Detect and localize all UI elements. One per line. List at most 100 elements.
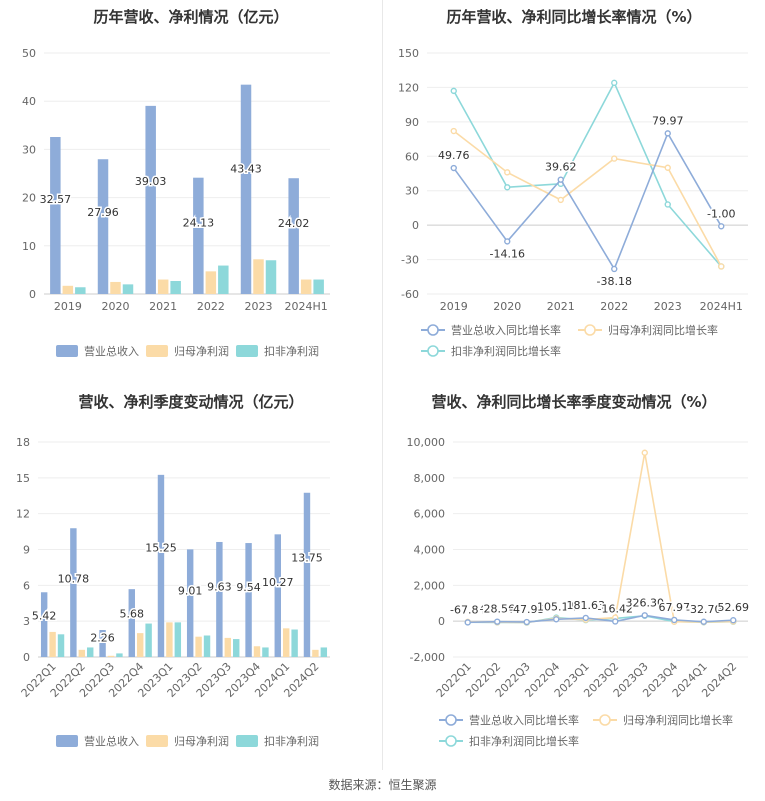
chart-title: 历年营收、净利情况（亿元） (93, 8, 289, 26)
data-label: 9.54 (236, 581, 261, 594)
series-line-0 (453, 131, 722, 271)
legend-label: 归母净利润 (174, 734, 229, 748)
point-2023-s0 (664, 130, 671, 137)
data-label: 39.62 (545, 161, 577, 174)
y-tick-label: 50 (22, 47, 36, 60)
point-2019-s0 (450, 164, 457, 172)
point-2024H1-s1 (718, 263, 725, 270)
y-tick-label: 20 (22, 192, 36, 205)
bar-2023Q4-s0 (245, 543, 252, 657)
point-2024Q1-s0 (700, 618, 707, 625)
bar-2020-s1 (110, 281, 121, 294)
legend-marker (599, 714, 611, 726)
y-tick-label: 6,000 (414, 508, 446, 521)
y-tick-label: 12 (16, 508, 30, 521)
bar-2022Q1-s0 (40, 592, 48, 657)
point-2022-s0 (611, 265, 618, 273)
bar-2024Q2-s1 (312, 649, 319, 657)
bar-2019-s0 (50, 137, 61, 294)
y-tick-label: 6 (23, 579, 30, 592)
x-tick-label: 2022 (600, 300, 628, 313)
y-tick-label: -2,000 (410, 651, 445, 664)
data-label: 49.76 (438, 149, 470, 162)
data-label: 13.75 (291, 552, 323, 565)
bar-2023Q3-s1 (224, 637, 232, 657)
data-label: -47.95 (509, 603, 544, 616)
legend-swatch (146, 345, 168, 357)
bar-2023Q3-s2 (233, 639, 240, 657)
point-2023Q1-s0 (582, 614, 589, 622)
bar-2022Q3-s0 (99, 630, 106, 657)
legend-label: 归母净利润 (174, 344, 229, 358)
data-label: 15.25 (145, 541, 177, 554)
x-tick-label: 2019 (440, 300, 468, 313)
legend-swatch (236, 345, 258, 357)
y-tick-label: 3 (23, 615, 30, 628)
data-label: -1.00 (707, 207, 735, 220)
legend-label: 扣非净利润 (264, 734, 319, 748)
point-2020-s2 (504, 184, 511, 191)
bar-2022-s0 (193, 177, 204, 294)
y-tick-label: 18 (16, 436, 30, 449)
quarterly-growth-rate-chart: -2,00002,0004,0006,0008,00010,0002022Q12… (407, 436, 751, 748)
y-tick-label: 0 (438, 615, 445, 628)
chart-title: 营收、净利同比增长率季度变动情况（%） (431, 393, 717, 411)
data-label: -16.42 (598, 602, 633, 615)
chart-title: 历年营收、净利同比增长率情况（%） (446, 8, 702, 26)
point-2024Q2-s0 (730, 617, 737, 624)
legend-swatch (56, 735, 78, 747)
y-tick-label: 60 (405, 150, 419, 163)
point-2019-s1 (450, 127, 457, 135)
bar-2023-s0 (240, 84, 252, 295)
y-tick-label: 2,000 (414, 579, 446, 592)
point-2023-s2 (664, 201, 671, 208)
chart-title: 营收、净利季度变动情况（亿元） (78, 393, 304, 411)
bar-2024H1-s0 (288, 178, 299, 294)
y-tick-label: 150 (398, 47, 419, 60)
bar-2022Q3-s2 (116, 653, 123, 657)
x-tick-label: 2024H1 (700, 300, 743, 313)
bar-2024Q2-s0 (303, 492, 311, 657)
bar-2024H1-s1 (300, 279, 312, 294)
point-2024H1-s0 (718, 223, 725, 230)
bar-2022-s1 (205, 271, 217, 294)
legend-marker (445, 714, 457, 726)
bar-2020-s0 (97, 159, 109, 294)
point-2023Q3-s0 (641, 612, 648, 619)
x-tick-label: 2020 (493, 300, 521, 313)
y-tick-label: 30 (22, 143, 36, 156)
bar-2023Q4-s1 (253, 646, 261, 657)
data-label: 32.57 (40, 193, 72, 206)
legend-marker (427, 324, 439, 336)
data-label: 9.01 (178, 585, 203, 598)
point-2023Q2-s0 (612, 618, 619, 625)
y-tick-label: 0 (23, 651, 30, 664)
legend-swatch (146, 735, 168, 747)
data-label: 5.42 (32, 609, 57, 622)
bar-2022Q3-s1 (107, 655, 115, 657)
chart-panel-quarterly-bar: 营收、净利季度变动情况（亿元） 0 3 6 9 12 15 18 2022Q1 2022Q2 20… (0, 385, 382, 770)
data-label: 181.63 (567, 599, 606, 612)
legend-label: 营业总收入 (84, 344, 139, 358)
legend-marker (445, 735, 457, 747)
x-tick-label: 2021 (149, 300, 177, 313)
point-2022Q4-s0 (553, 616, 560, 623)
x-tick-label: 2020 (102, 300, 130, 313)
data-label: 10.27 (262, 576, 294, 589)
series-line-2 (453, 81, 722, 267)
bar-2024Q1-s1 (282, 628, 290, 657)
data-label: 10.78 (58, 572, 90, 585)
legend-label: 扣非净利润 (264, 344, 319, 358)
point-2021-s0 (557, 176, 564, 183)
y-tick-label: 10 (22, 240, 36, 253)
y-tick-label: 90 (405, 116, 419, 129)
legend-label: 扣非净利润同比增长率 (451, 344, 561, 358)
legend-label: 归母净利润同比增长率 (608, 323, 718, 337)
y-tick-label: 4,000 (414, 544, 446, 557)
bar-2022Q1-s2 (57, 634, 65, 657)
data-label: 105.11 (537, 600, 576, 613)
bar-2023Q2-s2 (203, 635, 211, 657)
data-label: 67.97 (659, 601, 691, 614)
legend-marker (584, 324, 596, 336)
y-tick-label: 10,000 (407, 436, 446, 449)
